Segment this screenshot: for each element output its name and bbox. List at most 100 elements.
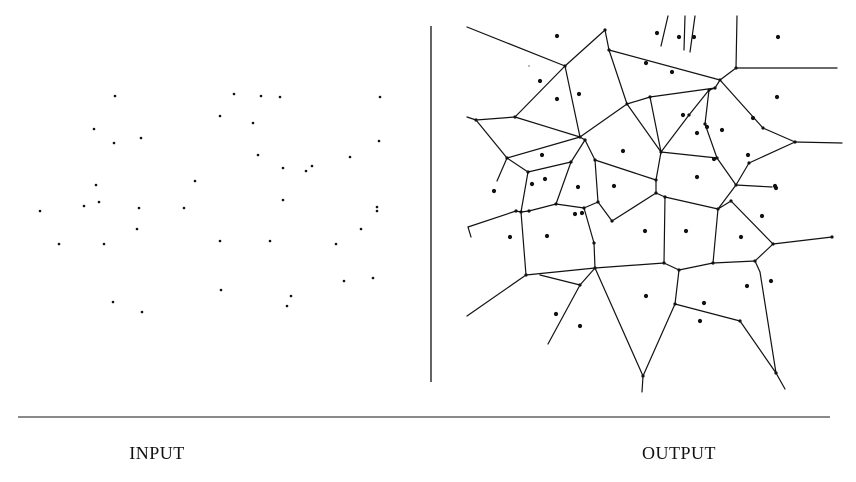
output-site-point — [577, 323, 583, 329]
voronoi-vertex — [729, 199, 733, 203]
voronoi-vertex — [793, 140, 797, 144]
voronoi-edge — [704, 89, 710, 125]
voronoi-edge — [717, 200, 732, 210]
output-site-point — [759, 213, 765, 219]
input-site-point — [278, 95, 282, 99]
voronoi-edge — [678, 262, 714, 271]
voronoi-vertex — [625, 102, 629, 106]
input-site-point — [377, 139, 381, 143]
voronoi-vertex — [563, 64, 567, 68]
voronoi-vertex — [747, 161, 751, 165]
output-site-point — [701, 300, 707, 306]
voronoi-edge — [674, 269, 680, 305]
input-site-point — [219, 288, 223, 292]
voronoi-edge — [555, 203, 585, 209]
voronoi-edge — [514, 116, 581, 138]
voronoi-edge — [514, 65, 566, 118]
voronoi-edge — [579, 267, 596, 286]
input-site-point — [281, 198, 285, 202]
voronoi-edge — [496, 157, 508, 182]
output-site-point — [529, 181, 535, 187]
voronoi-edge — [547, 284, 581, 345]
input-site-point — [281, 166, 285, 170]
output-site-point — [620, 148, 626, 154]
voronoi-edge — [506, 157, 529, 173]
voronoi-edge — [467, 226, 472, 238]
voronoi-edge — [608, 49, 721, 81]
voronoi-vertex — [607, 48, 611, 52]
voronoi-edge — [735, 162, 750, 186]
voronoi-edge — [570, 139, 586, 163]
voronoi-vertex — [583, 138, 587, 142]
output-caption: OUTPUT — [642, 443, 716, 463]
input-site-point — [289, 294, 293, 298]
output-site-point — [680, 112, 686, 118]
voronoi-edge — [739, 320, 777, 374]
voronoi-edge — [649, 87, 716, 98]
voronoi-edge — [466, 274, 527, 317]
input-site-point — [111, 300, 115, 304]
voronoi-vertex — [648, 95, 652, 99]
voronoi-vertex — [715, 156, 719, 160]
voronoi-edge — [475, 119, 508, 159]
input-site-point — [268, 239, 272, 243]
voronoi-vertex — [738, 319, 742, 323]
output-site-point — [611, 183, 617, 189]
output-site-point — [554, 96, 560, 102]
output-sites — [491, 30, 781, 329]
voronoi-edge — [717, 184, 737, 210]
output-site-point — [669, 69, 675, 75]
voronoi-edge — [663, 262, 680, 271]
voronoi-vertex — [718, 78, 722, 82]
input-site-point — [139, 136, 143, 140]
output-site-point — [683, 228, 689, 234]
output-site-point — [697, 318, 703, 324]
input-panel — [38, 92, 382, 314]
voronoi-vertex — [713, 86, 717, 90]
voronoi-edge — [641, 375, 644, 393]
voronoi-edge — [583, 207, 595, 244]
input-site-point — [92, 127, 96, 131]
voronoi-vertex — [554, 202, 558, 206]
voronoi-vertex — [593, 266, 597, 270]
voronoi-edge — [655, 151, 662, 181]
voronoi-edge — [712, 260, 756, 264]
voronoi-vertex — [593, 158, 597, 162]
voronoi-edge — [626, 96, 651, 105]
voronoi-edge — [467, 210, 517, 228]
output-site-point — [579, 210, 585, 216]
voronoi-edge — [719, 67, 737, 81]
output-site-point — [704, 124, 710, 130]
input-site-point — [82, 204, 86, 208]
output-site-point — [654, 30, 660, 36]
output-site-point — [744, 283, 750, 289]
output-site-point — [719, 127, 725, 133]
voronoi-edge — [597, 201, 613, 222]
input-site-point — [218, 239, 222, 243]
input-caption: INPUT — [129, 443, 185, 463]
voronoi-edge — [754, 243, 774, 262]
output-site-point — [775, 34, 781, 40]
voronoi-vertex — [654, 191, 658, 195]
output-site-point — [539, 152, 545, 158]
voronoi-edge — [525, 267, 596, 276]
output-site-point — [694, 130, 700, 136]
voronoi-vertex — [687, 113, 691, 117]
output-site-point — [643, 60, 649, 66]
input-site-point — [218, 114, 222, 118]
input-site-point — [38, 209, 42, 213]
input-site-point — [57, 242, 61, 246]
voronoi-edge — [564, 29, 606, 67]
voronoi-edge — [655, 192, 666, 198]
voronoi-vertex — [514, 209, 518, 213]
voronoi-vertex — [519, 210, 523, 214]
input-site-point — [375, 205, 379, 209]
voronoi-edge — [611, 192, 657, 222]
voronoi-vertex — [734, 66, 738, 70]
voronoi-vertex — [603, 28, 607, 32]
input-site-point — [375, 209, 379, 213]
voronoi-vertex — [659, 150, 663, 154]
voronoi-edge — [660, 151, 718, 159]
voronoi-edge — [759, 271, 777, 374]
voronoi-vertex — [677, 268, 681, 272]
